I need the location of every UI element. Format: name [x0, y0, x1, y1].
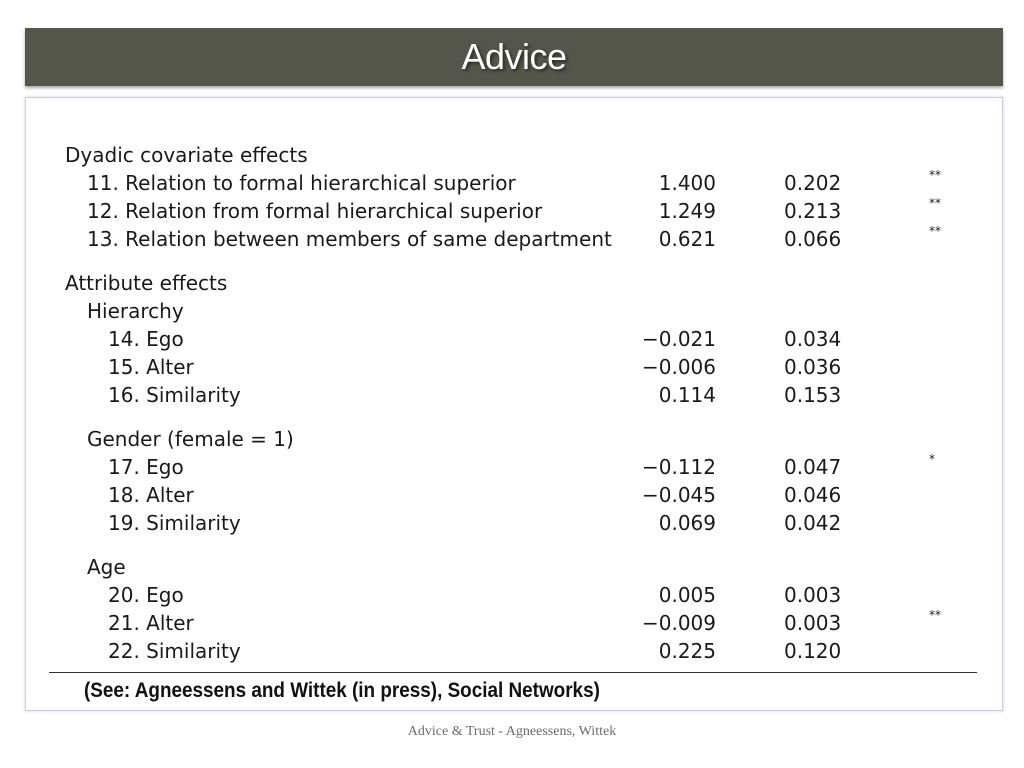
table-row: 11. Relation to formal hierarchical supe… — [65, 168, 965, 197]
estimate-value: 0.621 — [658, 227, 716, 251]
row-label: 15. Alter — [108, 355, 194, 379]
table-row: 17. Ego −0.112 0.047 * — [65, 452, 965, 481]
standard-error-value: 0.153 — [784, 383, 842, 407]
row-label: Age — [87, 555, 126, 579]
standard-error-value: 0.003 — [784, 583, 842, 607]
title-bar: Advice — [25, 28, 1003, 86]
row-label: 16. Similarity — [108, 383, 241, 407]
table-row: 12. Relation from formal hierarchical su… — [65, 196, 965, 225]
estimate-value: −0.009 — [641, 611, 716, 635]
significance-marker: ** — [929, 196, 941, 210]
standard-error-value: 0.036 — [784, 355, 842, 379]
table-row: Attribute effects — [65, 269, 965, 297]
estimate-value: −0.045 — [641, 483, 716, 507]
table-row: 14. Ego −0.021 0.034 — [65, 325, 965, 353]
results-table: Dyadic covariate effects 11. Relation to … — [65, 141, 965, 665]
content-frame: Dyadic covariate effects 11. Relation to … — [25, 97, 1003, 711]
row-label: 14. Ego — [108, 327, 184, 351]
table-row: Age — [65, 553, 965, 581]
table-row: 22. Similarity 0.225 0.120 — [65, 637, 965, 665]
estimate-value: 1.249 — [658, 199, 716, 223]
standard-error-value: 0.066 — [784, 227, 842, 251]
slide-footer: Advice & Trust - Agneessens, Wittek — [407, 724, 617, 739]
significance-marker: * — [929, 452, 935, 466]
table-row: 16. Similarity 0.114 0.153 — [65, 381, 965, 409]
standard-error-value: 0.213 — [784, 199, 842, 223]
table-row: Gender (female = 1) — [65, 425, 965, 453]
standard-error-value: 0.202 — [784, 171, 842, 195]
row-label: 12. Relation from formal hierarchical su… — [87, 199, 543, 223]
table-row: Hierarchy — [65, 297, 965, 325]
row-label: 17. Ego — [108, 455, 184, 479]
row-label: 19. Similarity — [108, 511, 241, 535]
significance-marker: ** — [929, 608, 941, 622]
estimate-value: −0.006 — [641, 355, 716, 379]
citation: (See: Agneessens and Wittek (in press), … — [84, 679, 600, 702]
significance-marker: ** — [929, 224, 941, 238]
row-label: 22. Similarity — [108, 639, 241, 663]
standard-error-value: 0.047 — [784, 455, 842, 479]
table-rule — [49, 672, 977, 673]
estimate-value: 0.005 — [658, 583, 716, 607]
row-label: 21. Alter — [108, 611, 194, 635]
standard-error-value: 0.042 — [784, 511, 842, 535]
standard-error-value: 0.003 — [784, 611, 842, 635]
estimate-value: −0.021 — [641, 327, 716, 351]
row-label: 20. Ego — [108, 583, 184, 607]
slide-title: Advice — [461, 36, 567, 77]
standard-error-value: 0.120 — [784, 639, 842, 663]
significance-marker: ** — [929, 168, 941, 182]
row-label: Gender (female = 1) — [87, 427, 294, 451]
row-label: 11. Relation to formal hierarchical supe… — [87, 171, 516, 195]
row-label: Dyadic covariate effects — [65, 143, 308, 167]
estimate-value: 0.114 — [658, 383, 716, 407]
row-label: 13. Relation between members of same dep… — [87, 227, 612, 251]
standard-error-value: 0.034 — [784, 327, 842, 351]
estimate-value: 0.225 — [658, 639, 716, 663]
table-row: 13. Relation between members of same dep… — [65, 224, 965, 253]
estimate-value: 0.069 — [658, 511, 716, 535]
table-row: 20. Ego 0.005 0.003 — [65, 581, 965, 609]
row-label: Attribute effects — [65, 271, 228, 295]
row-label: 18. Alter — [108, 483, 194, 507]
estimate-value: −0.112 — [641, 455, 716, 479]
table-row: 21. Alter −0.009 0.003 ** — [65, 608, 965, 637]
table-row: 18. Alter −0.045 0.046 — [65, 481, 965, 509]
standard-error-value: 0.046 — [784, 483, 842, 507]
row-label: Hierarchy — [87, 299, 184, 323]
table-row: 15. Alter −0.006 0.036 — [65, 353, 965, 381]
estimate-value: 1.400 — [658, 171, 716, 195]
table-row: Dyadic covariate effects — [65, 141, 965, 169]
table-row: 19. Similarity 0.069 0.042 — [65, 509, 965, 537]
